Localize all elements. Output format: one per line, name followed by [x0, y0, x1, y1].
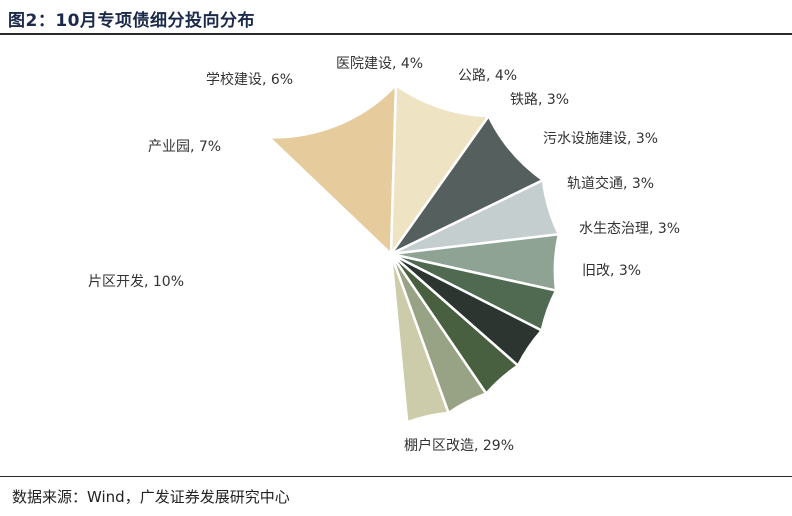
- slice-label: 医院建设, 4%: [336, 56, 423, 72]
- footer-divider: [0, 476, 792, 477]
- title-divider: [0, 33, 792, 35]
- pie-slice: [267, 83, 398, 256]
- slice-label: 公路, 4%: [458, 68, 517, 84]
- pie-labels: 棚户区改造, 29% 片区开发, 10% 产业园, 7% 学校建设, 6% 医院建设, …: [88, 56, 680, 454]
- source-note: 数据来源：Wind，广发证券发展研究中心: [12, 488, 290, 506]
- slice-label: 旧改, 3%: [582, 263, 641, 279]
- slice-label: 片区开发, 10%: [88, 274, 184, 290]
- slice-label: 污水设施建设, 3%: [543, 131, 658, 147]
- pie-slice: [389, 83, 490, 256]
- slice-label: 棚户区改造, 29%: [404, 437, 514, 454]
- chart-title: 图2：10月专项债细分投向分布: [8, 11, 255, 31]
- slice-label: 铁路, 3%: [510, 92, 569, 108]
- pie-slice: [389, 252, 450, 424]
- slice-label: 学校建设, 6%: [206, 71, 293, 88]
- slice-label: 产业园, 7%: [148, 139, 221, 155]
- slice-label: 轨道交通, 3%: [567, 175, 654, 192]
- pie-slices: [267, 83, 561, 424]
- slice-label: 水生态治理, 3%: [579, 221, 680, 237]
